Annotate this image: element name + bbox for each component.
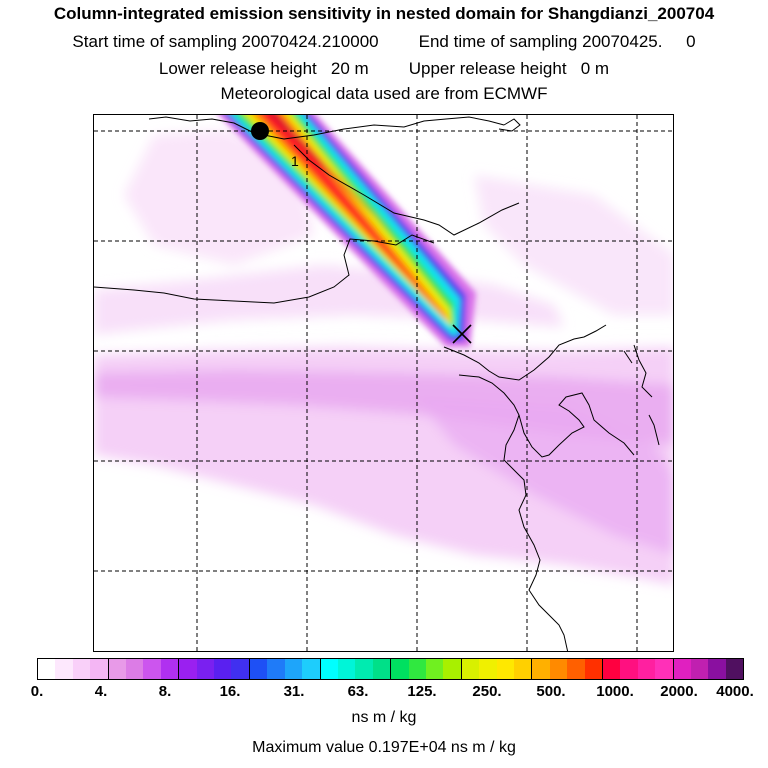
colorbar-segment <box>143 659 161 679</box>
colorbar-segment <box>267 659 285 679</box>
colorbar-segment <box>408 659 426 679</box>
lower-release-label: Lower release height <box>158 59 317 78</box>
tick-label: 2000. <box>660 683 698 700</box>
colorbar-segment <box>38 659 56 679</box>
colorbar-segment <box>178 659 197 679</box>
colorbar-segment <box>584 659 602 679</box>
colorbar-segment <box>549 659 568 679</box>
colorbar-segment <box>725 659 744 679</box>
tick-label: 1000. <box>596 683 634 700</box>
colorbar-segment <box>531 659 550 679</box>
tick-label: 4000. <box>716 683 754 700</box>
colorbar-segment <box>479 659 497 679</box>
colorbar-segment <box>302 659 320 679</box>
tick-label: 63. <box>347 683 369 700</box>
colorbar-segment <box>107 659 127 679</box>
colorbar-segment <box>231 659 249 679</box>
colorbar-segment <box>691 659 709 679</box>
colorbar-segment <box>443 659 461 679</box>
colorbar-segment <box>602 659 621 679</box>
colorbar-segment <box>72 659 91 679</box>
colorbar-segment <box>355 659 373 679</box>
tick-label: 250. <box>472 683 502 700</box>
tick-label: 4. <box>94 683 108 700</box>
trajectory-label: 1 <box>291 153 299 169</box>
tick-label: 0. <box>30 683 44 700</box>
maximum-value: Maximum value 0.197E+04 ns m / kg <box>252 739 516 756</box>
colorbar-segment <box>160 659 179 679</box>
trajectory-start-marker <box>251 122 269 140</box>
lower-release-value: 20 m <box>330 59 369 78</box>
colorbar-segment <box>513 659 532 679</box>
colorbar-segment <box>248 659 268 679</box>
colorbar-segment <box>460 659 480 679</box>
colorbar-segment <box>637 659 656 679</box>
colorbar-segment <box>425 659 444 679</box>
colorbar-segment <box>284 659 303 679</box>
colorbar-segment <box>390 659 409 679</box>
tick-label: 125. <box>407 683 437 700</box>
release-heights: Lower release height 20 m Upper release h… <box>0 59 768 79</box>
tick-label: 16. <box>219 683 241 700</box>
colorbar-segment <box>655 659 673 679</box>
colorbar-segment <box>672 659 692 679</box>
end-time: End time of sampling 20070425. <box>418 32 663 51</box>
tick-label: 500. <box>536 683 566 700</box>
map-panel: 1 <box>93 114 674 652</box>
colorbar-segment <box>319 659 338 679</box>
colorbar-segment <box>496 659 514 679</box>
upper-release-value: 0 m <box>580 59 610 78</box>
map-canvas: 1 <box>94 115 673 651</box>
colorbar-segment <box>372 659 391 679</box>
tick-label: 31. <box>283 683 305 700</box>
colorbar-units: ns m / kg <box>351 709 417 726</box>
sampling-times: Start time of sampling 20070424.210000 En… <box>0 32 768 52</box>
colorbar-segment <box>337 659 356 679</box>
met-data-source: Meteorological data used are from ECMWF <box>220 84 548 103</box>
lat-lon-grid <box>94 115 673 651</box>
colorbar-segment <box>196 659 215 679</box>
coastlines <box>94 116 660 651</box>
upper-release-label: Upper release height <box>408 59 567 78</box>
station-x-marker <box>452 324 472 344</box>
colorbar <box>37 658 744 680</box>
colorbar-segment <box>708 659 726 679</box>
end-time-suffix: 0 <box>686 32 696 51</box>
plot-title: Column-integrated emission sensitivity i… <box>53 4 715 23</box>
colorbar-segment <box>567 659 585 679</box>
colorbar-segment <box>90 659 108 679</box>
colorbar-segment <box>55 659 73 679</box>
emission-plume <box>218 115 476 347</box>
tick-label: 8. <box>158 683 172 700</box>
colorbar-segment <box>214 659 232 679</box>
colorbar-segment <box>620 659 638 679</box>
start-time: Start time of sampling 20070424.210000 <box>72 32 379 51</box>
colorbar-segment <box>126 659 144 679</box>
